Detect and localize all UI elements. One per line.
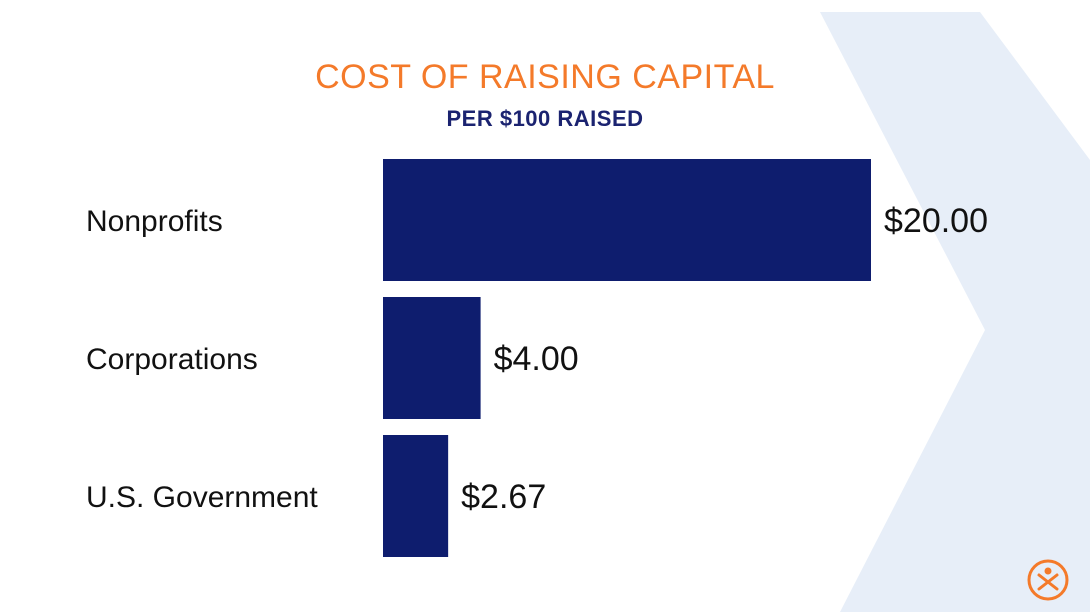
- category-label-corporations: Corporations: [86, 343, 258, 376]
- value-label-nonprofits: $20.00: [884, 202, 988, 240]
- category-label-nonprofits: Nonprofits: [86, 205, 223, 238]
- bar-nonprofits: [383, 159, 871, 281]
- chart-subtitle: PER $100 RAISED: [446, 106, 644, 131]
- bar-corporations: [383, 297, 481, 419]
- bar-u-s-government: [383, 435, 449, 557]
- value-label-u-s-government: $2.67: [461, 478, 546, 516]
- value-label-corporations: $4.00: [494, 340, 579, 378]
- logo-icon: [1027, 559, 1069, 601]
- category-label-u-s-government: U.S. Government: [86, 481, 318, 514]
- chart-title: COST OF RAISING CAPITAL: [315, 58, 775, 96]
